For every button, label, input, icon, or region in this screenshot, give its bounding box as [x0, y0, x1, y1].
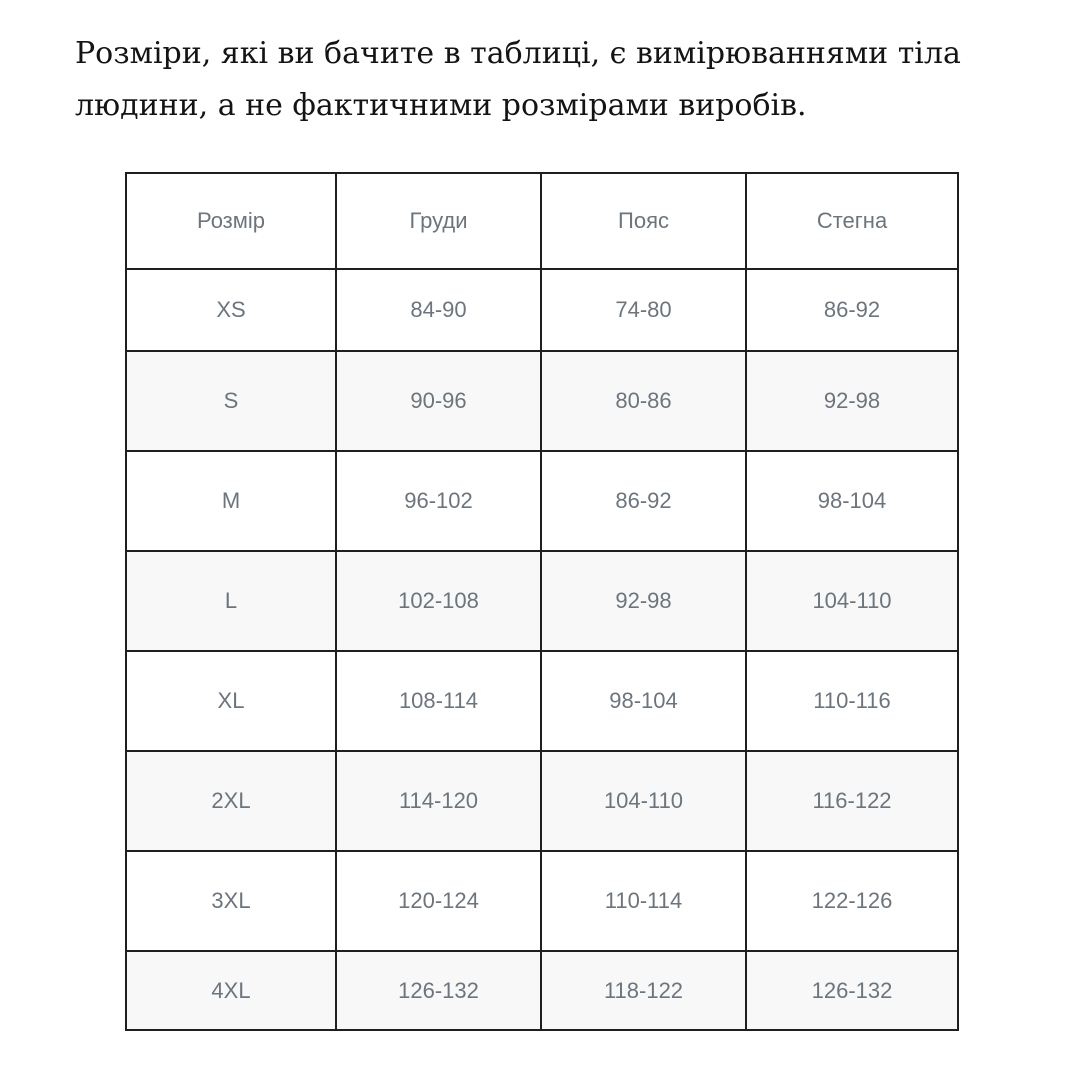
column-header-0: Розмір	[125, 172, 337, 270]
table-cell-size: 3XL	[125, 850, 337, 952]
table-cell-chest: 96-102	[335, 450, 542, 552]
table-cell-waist: 92-98	[540, 550, 747, 652]
table-cell-waist: 104-110	[540, 750, 747, 852]
column-header-3: Стегна	[745, 172, 959, 270]
table-row: XL 108-114 98-104 110-116	[125, 650, 959, 752]
size-note-heading: Розміри, які ви бачите в таблиці, є вимі…	[75, 28, 1035, 132]
table-cell-hips: 92-98	[745, 350, 959, 452]
table-cell-hips: 86-92	[745, 268, 959, 352]
size-chart-table: Розмір Груди Пояс Стегна XS 84-90 74-80 86-92 S…	[125, 172, 959, 1031]
table-cell-size: 4XL	[125, 950, 337, 1031]
table-cell-hips: 126-132	[745, 950, 959, 1031]
table-cell-chest: 90-96	[335, 350, 542, 452]
table-row: M 96-102 86-92 98-104	[125, 450, 959, 552]
size-note-line-2: людини, а не фактичними розмірами виробі…	[75, 88, 807, 123]
table-cell-waist: 80-86	[540, 350, 747, 452]
table-cell-chest: 120-124	[335, 850, 542, 952]
table-cell-size: L	[125, 550, 337, 652]
table-cell-chest: 114-120	[335, 750, 542, 852]
size-note-line-1: Розміри, які ви бачите в таблиці, є вимі…	[75, 36, 961, 71]
column-header-1: Груди	[335, 172, 542, 270]
size-chart-header: Розмір Груди Пояс Стегна	[125, 172, 959, 270]
table-cell-hips: 116-122	[745, 750, 959, 852]
table-cell-hips: 122-126	[745, 850, 959, 952]
table-row: 4XL 126-132 118-122 126-132	[125, 950, 959, 1031]
table-cell-waist: 118-122	[540, 950, 747, 1031]
table-cell-size: XS	[125, 268, 337, 352]
table-cell-size: XL	[125, 650, 337, 752]
size-chart-body: XS 84-90 74-80 86-92 S 90-96 80-86 92-98 M 96-102…	[125, 268, 959, 1031]
table-cell-size: 2XL	[125, 750, 337, 852]
table-cell-hips: 98-104	[745, 450, 959, 552]
table-cell-chest: 102-108	[335, 550, 542, 652]
table-cell-waist: 110-114	[540, 850, 747, 952]
table-cell-hips: 110-116	[745, 650, 959, 752]
table-cell-waist: 74-80	[540, 268, 747, 352]
table-cell-chest: 108-114	[335, 650, 542, 752]
header-row: Розмір Груди Пояс Стегна	[125, 172, 959, 270]
table-row: 3XL 120-124 110-114 122-126	[125, 850, 959, 952]
table-cell-waist: 86-92	[540, 450, 747, 552]
table-row: S 90-96 80-86 92-98	[125, 350, 959, 452]
column-header-2: Пояс	[540, 172, 747, 270]
table-cell-chest: 84-90	[335, 268, 542, 352]
table-cell-hips: 104-110	[745, 550, 959, 652]
table-row: L 102-108 92-98 104-110	[125, 550, 959, 652]
table-row: XS 84-90 74-80 86-92	[125, 268, 959, 352]
table-cell-size: M	[125, 450, 337, 552]
table-cell-waist: 98-104	[540, 650, 747, 752]
table-row: 2XL 114-120 104-110 116-122	[125, 750, 959, 852]
table-cell-size: S	[125, 350, 337, 452]
table-cell-chest: 126-132	[335, 950, 542, 1031]
